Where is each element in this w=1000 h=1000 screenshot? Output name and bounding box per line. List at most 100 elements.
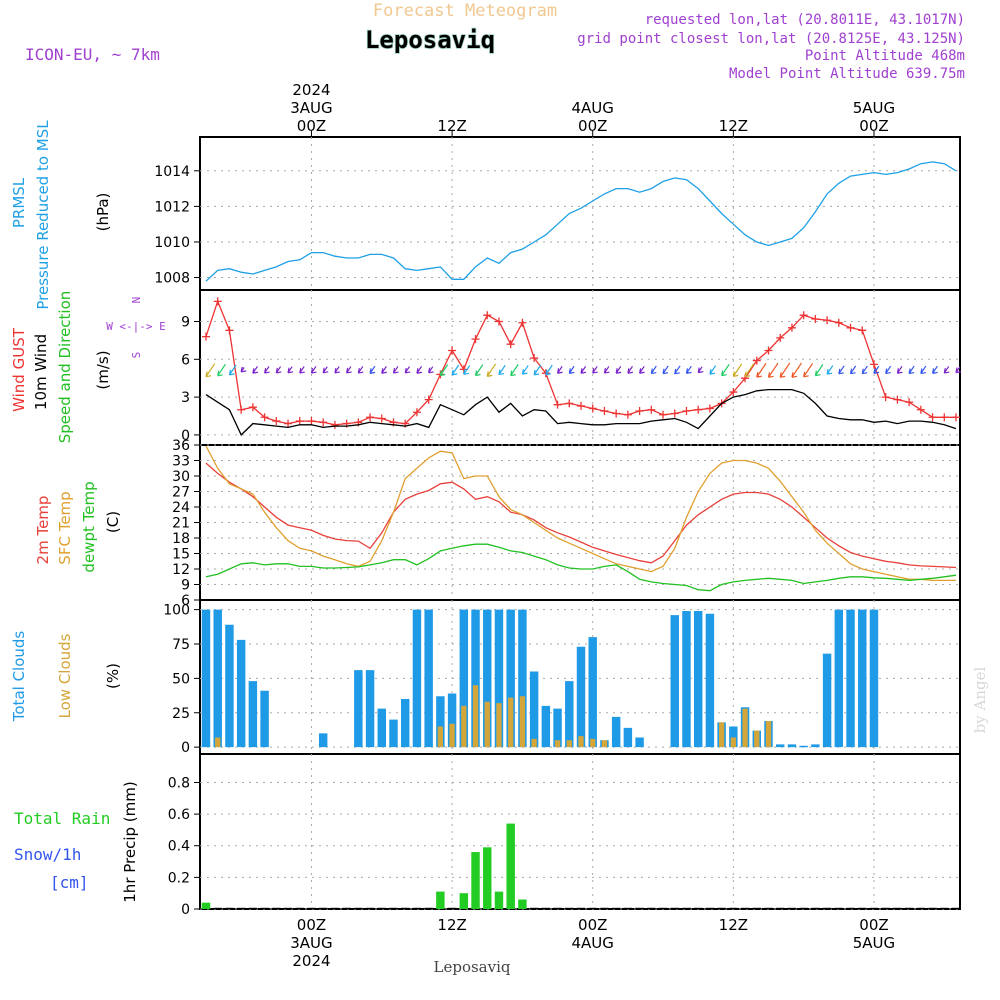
product-title: Forecast Meteogram: [373, 1, 557, 21]
bottom-axis-label: 12Z: [719, 916, 748, 934]
series-line-dewpt-temp: [205, 543, 957, 592]
y-tick-label: 1010: [154, 235, 190, 251]
low-cloud-bar: [754, 730, 760, 748]
precip-bar: [776, 907, 785, 909]
precip-bar: [447, 907, 457, 909]
precip-bar: [693, 907, 703, 909]
wind-arrow: [943, 366, 950, 374]
total-cloud-bar: [670, 615, 679, 748]
speed-dir-label: Speed and Direction: [56, 291, 74, 444]
wind-arrow: [674, 365, 681, 375]
compass-n: N: [130, 297, 143, 304]
precip-bar: [670, 907, 679, 909]
precip-bar: [506, 823, 515, 909]
wind-arrow: [310, 366, 317, 374]
dewpt-label: dewpt Temp: [80, 481, 98, 572]
wind-arrow: [814, 364, 824, 377]
precip-bar: [236, 907, 246, 909]
bottom-axis-label: 00Z: [578, 916, 607, 934]
precip-bar: [858, 907, 867, 909]
gust-marker: [869, 360, 878, 369]
low-cloud-bar: [765, 721, 772, 748]
gust-marker: [670, 409, 679, 418]
total-cloud-bar: [576, 646, 586, 748]
gust-marker: [202, 332, 210, 341]
gust-marker: [330, 420, 339, 429]
clouds-unit: (%): [104, 663, 122, 689]
wind-arrow: [779, 362, 791, 378]
precip-bar: [928, 907, 937, 909]
top-axis-label: 4AUG: [572, 99, 614, 117]
low-cloud-bar: [531, 738, 537, 748]
wind-arrow: [392, 366, 399, 374]
gust-marker: [518, 318, 527, 327]
gust-marker: [494, 317, 503, 326]
gust-marker: [647, 405, 656, 414]
wind-arrow: [428, 366, 434, 374]
total-cloud-bar: [459, 609, 469, 748]
wind-arrow: [217, 363, 226, 377]
temp-labels: 2m Temp SFC Temp dewpt Temp (C): [34, 481, 122, 572]
series-line-2m-temp: [205, 462, 957, 569]
wind-arrow: [767, 362, 779, 378]
precip-labels: Total Rain Snow/1h [cm] 1hr Precip (mm): [14, 781, 139, 902]
precip-bar: [904, 907, 914, 909]
y-tick-label: 1014: [154, 164, 190, 180]
wind-arrow: [346, 366, 352, 374]
low-cloud-bar: [578, 736, 584, 748]
low-cloud-bar: [601, 740, 608, 748]
wind-arrow: [299, 366, 305, 374]
wind-arrow: [205, 363, 216, 378]
total-cloud-bar: [365, 670, 375, 748]
wind-arrow: [334, 366, 341, 374]
total-cloud-bar: [565, 681, 574, 748]
wind-arrow: [533, 364, 542, 376]
wind-arrow: [592, 366, 598, 374]
gust-marker: [846, 323, 855, 332]
y-tick-label: 50: [172, 671, 190, 687]
sfc-label: SFC Temp: [56, 491, 74, 564]
gust-marker: [799, 311, 808, 320]
series-line-prmsl: [205, 161, 957, 282]
total-cloud-bar: [518, 609, 527, 748]
gust-marker: [600, 406, 609, 415]
gust-marker: [682, 406, 691, 415]
total-cloud-bar: [436, 696, 445, 748]
panel-frame: [199, 753, 961, 910]
precip-bar: [354, 907, 363, 909]
gust-marker: [834, 318, 843, 327]
top-axis-label: 12Z: [719, 117, 748, 135]
low-cloud-bar: [437, 726, 444, 748]
point-altitude: Point Altitude 468m: [805, 48, 965, 64]
wind-arrow: [662, 365, 669, 375]
gust-marker: [858, 326, 867, 335]
gust-marker: [553, 400, 562, 409]
y-tick-label: 3: [181, 390, 190, 406]
precip-bar: [272, 907, 281, 909]
total-cloud-bar: [377, 708, 386, 748]
wind-arrow: [580, 365, 587, 374]
total-cloud-bar: [236, 639, 246, 748]
low-cloud-bar: [742, 708, 748, 748]
wind-arrow: [639, 365, 645, 374]
precip-bar: [377, 907, 386, 909]
low-cloud-bar: [449, 723, 455, 748]
precip-bar: [951, 907, 961, 909]
y-tick-label: 9: [181, 578, 190, 594]
model-label: ICON-EU, ~ 7km: [25, 45, 160, 64]
panel-wind: 0 3 6 9: [181, 289, 962, 446]
bottom-axis-label: 3AUG: [290, 934, 332, 952]
total-cloud-bar: [611, 716, 621, 748]
gust-marker: [623, 410, 632, 419]
y-tick-label: 25: [172, 706, 190, 722]
y-tick-label: 6: [181, 593, 190, 609]
precip-bar: [822, 907, 832, 909]
precip-bar: [225, 907, 234, 909]
pressure-unit: (hPa): [94, 193, 112, 232]
precip-bar: [201, 902, 211, 909]
precip-bar: [518, 899, 527, 909]
wind-arrow: [615, 365, 622, 374]
top-axis-label: 00Z: [578, 117, 607, 135]
precip-bar: [248, 907, 258, 909]
precip-bar: [846, 907, 855, 909]
